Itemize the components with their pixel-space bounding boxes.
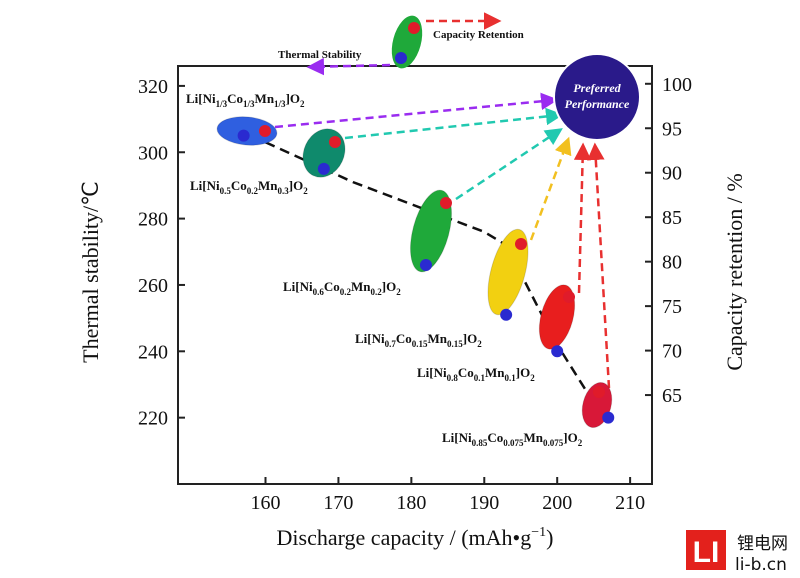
legend-thermal-arrow bbox=[306, 57, 391, 76]
material-label: Li[Ni0.7Co0.15Mn0.15]O2 bbox=[355, 331, 482, 349]
watermark-logo-box bbox=[686, 530, 726, 570]
left-y-tick-label: 240 bbox=[138, 341, 168, 363]
x-tick-label: 210 bbox=[615, 492, 645, 514]
right-y-tick-label: 100 bbox=[662, 74, 692, 96]
capacity-retention-marker bbox=[593, 386, 605, 398]
right-y-tick-label: 80 bbox=[662, 252, 682, 274]
thermal-stability-marker bbox=[551, 345, 564, 358]
watermark-logo: LI bbox=[693, 536, 720, 569]
plot-frame bbox=[177, 65, 653, 485]
legend-red-marker bbox=[408, 22, 420, 34]
improvement-arrow bbox=[587, 142, 611, 389]
material-label: Li[Ni1/3Co1/3Mn1/3]O2 bbox=[186, 91, 305, 109]
improvement-arrow bbox=[274, 92, 559, 129]
capacity-retention-marker bbox=[329, 136, 341, 148]
x-tick-label: 200 bbox=[542, 492, 572, 514]
right-y-tick-label: 90 bbox=[662, 163, 682, 185]
material-ellipse bbox=[409, 189, 453, 273]
thermal-stability-marker bbox=[419, 259, 432, 272]
capacity-retention-marker bbox=[515, 238, 527, 250]
left-y-tick-label: 300 bbox=[138, 142, 168, 164]
right-y-axis-ticks: 65 70 75 80 85 90 95 100 bbox=[645, 74, 692, 407]
improvement-arrow bbox=[344, 107, 564, 140]
thermal-stability-marker bbox=[602, 411, 615, 424]
right-y-tick-label: 65 bbox=[662, 385, 682, 407]
material-ellipse bbox=[487, 228, 529, 316]
preferred-circle bbox=[553, 53, 641, 141]
preferred-label-line1: Preferred bbox=[573, 81, 621, 95]
improvement-arrows bbox=[274, 92, 611, 389]
right-y-axis-label: Capacity retention / % bbox=[722, 173, 747, 370]
capacity-retention-marker bbox=[440, 197, 452, 209]
thermal-stability-marker bbox=[237, 129, 250, 142]
material-label: Li[Ni0.6Co0.2Mn0.2]O2 bbox=[283, 279, 401, 297]
left-y-axis-label: Thermal stability/℃ bbox=[78, 181, 103, 363]
x-tick-label: 170 bbox=[323, 492, 353, 514]
preferred-performance: Preferred Performance bbox=[553, 53, 641, 141]
preferred-label-line2: Performance bbox=[565, 97, 630, 111]
improvement-arrow bbox=[455, 128, 563, 201]
left-y-tick-label: 320 bbox=[138, 76, 168, 98]
right-y-tick-label: 95 bbox=[662, 118, 682, 140]
material-label: Li[Ni0.85Co0.075Mn0.075]O2 bbox=[442, 430, 583, 448]
right-y-tick-label: 75 bbox=[662, 296, 682, 318]
thermal-stability-marker bbox=[317, 162, 330, 175]
watermark: LI 锂电网 li-b.cn bbox=[686, 530, 788, 575]
material-ellipse bbox=[538, 284, 576, 350]
watermark-line1: 锂电网 bbox=[737, 534, 788, 554]
material-points bbox=[216, 116, 615, 429]
material-label: Li[Ni0.5Co0.2Mn0.3]O2 bbox=[190, 178, 308, 196]
right-y-tick-label: 85 bbox=[662, 207, 682, 229]
legend-blue-marker bbox=[395, 52, 407, 64]
trend-line bbox=[235, 127, 603, 415]
legend-capacity-retention: Capacity Retention bbox=[433, 29, 524, 41]
left-y-tick-label: 280 bbox=[138, 209, 168, 231]
x-axis-ticks: 160 170 180 190 200 210 bbox=[251, 477, 645, 514]
legend: Capacity Retention Thermal Stability bbox=[278, 12, 524, 76]
thermal-stability-marker bbox=[500, 308, 513, 321]
left-y-axis-ticks: 220 240 260 280 300 320 bbox=[138, 76, 185, 430]
left-y-tick-label: 220 bbox=[138, 408, 168, 430]
legend-thermal-stability: Thermal Stability bbox=[278, 49, 362, 61]
watermark-line2: li-b.cn bbox=[735, 555, 787, 575]
x-axis-label: Discharge capacity / (mAh•g−1) bbox=[277, 525, 554, 550]
x-tick-label: 180 bbox=[396, 492, 426, 514]
x-tick-label: 190 bbox=[469, 492, 499, 514]
legend-ellipse bbox=[391, 15, 423, 69]
material-label: Li[Ni0.8Co0.1Mn0.1]O2 bbox=[417, 365, 535, 383]
left-y-tick-label: 260 bbox=[138, 275, 168, 297]
right-y-tick-label: 70 bbox=[662, 341, 682, 363]
improvement-arrow bbox=[573, 142, 592, 294]
improvement-arrow bbox=[529, 136, 572, 241]
material-labels: Li[Ni1/3Co1/3Mn1/3]O2 Li[Ni0.5Co0.2Mn0.3]… bbox=[186, 91, 583, 448]
capacity-retention-marker bbox=[563, 291, 575, 303]
capacity-retention-marker bbox=[259, 125, 271, 137]
x-tick-label: 160 bbox=[251, 492, 281, 514]
